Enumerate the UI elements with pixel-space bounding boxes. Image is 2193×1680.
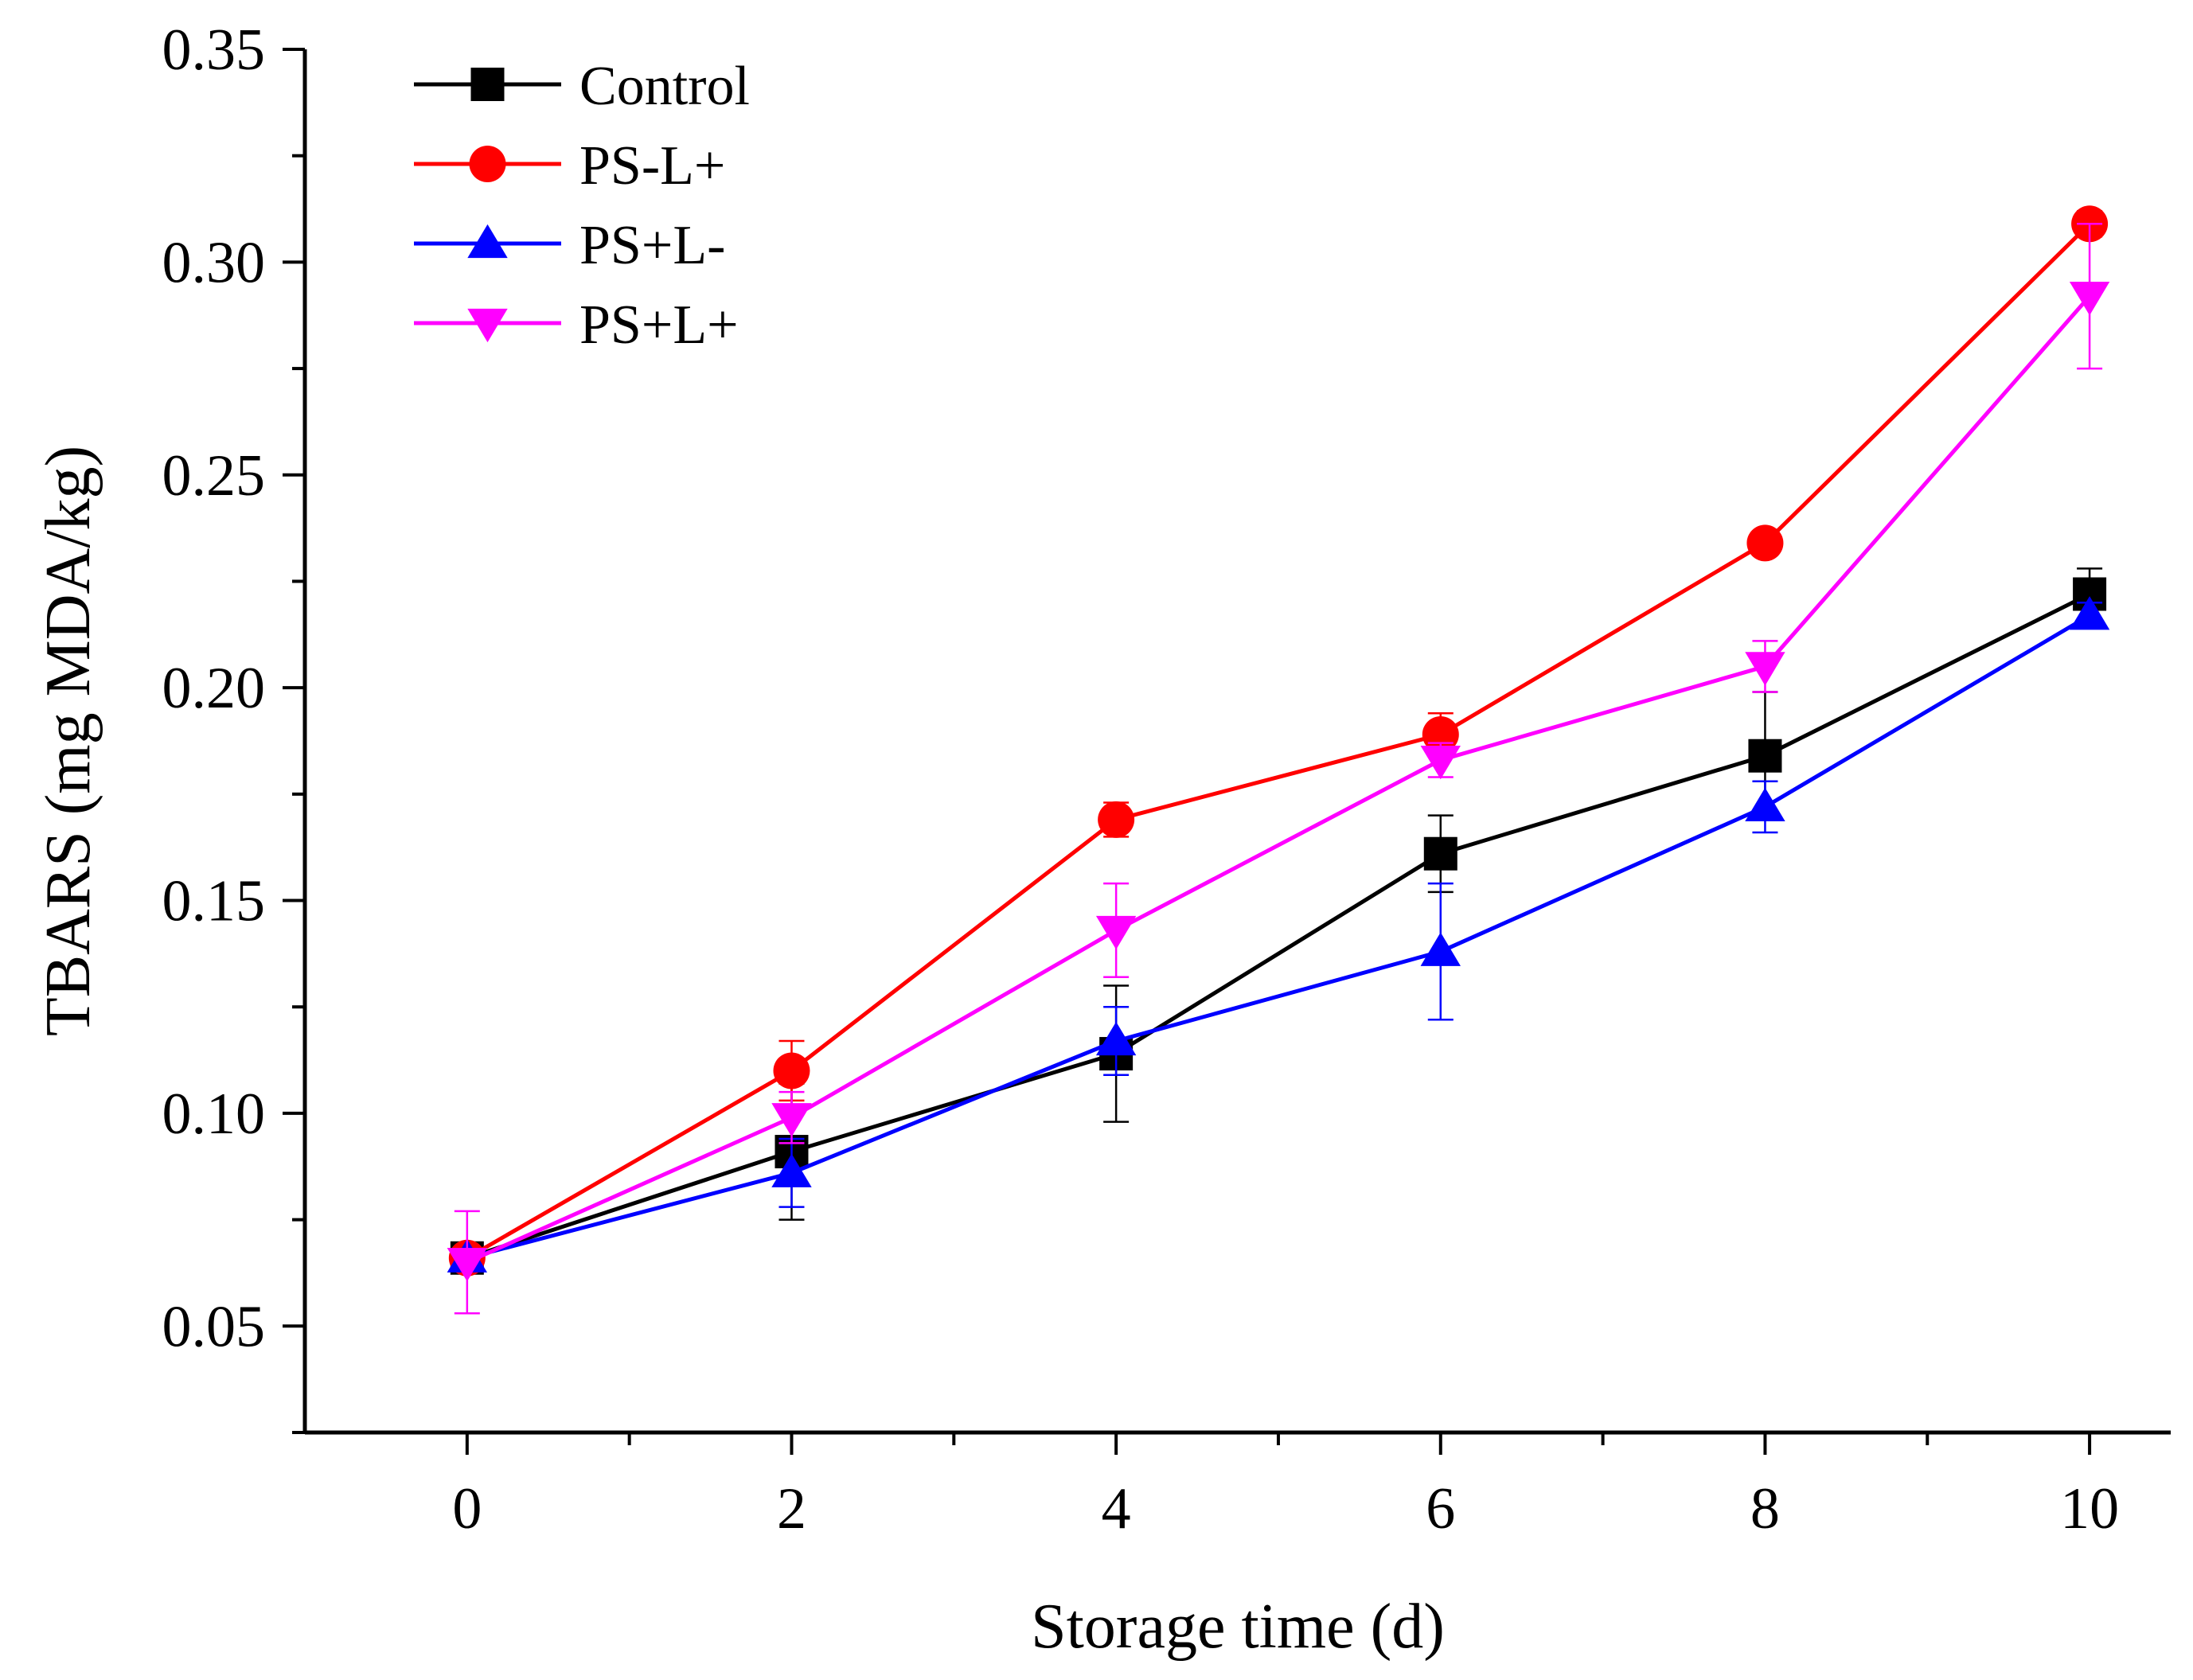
legend: Control PS-L+ PS+L- PS+L+ xyxy=(414,56,750,356)
legend-marker xyxy=(467,224,508,259)
data-point xyxy=(2069,282,2110,316)
data-point xyxy=(1745,652,1785,686)
axes: 0 2 4 6 8 10 0.05 0.10 0.15 0.20 0.25 0.30 0.35 xyxy=(162,18,2171,1542)
series-ps-l- xyxy=(447,223,2110,1315)
legend-item: PS-L+ xyxy=(414,135,725,197)
data-point xyxy=(1420,745,1461,780)
series-line xyxy=(466,222,2091,1260)
legend-label: Control xyxy=(579,56,750,117)
x-tick-label: 4 xyxy=(1102,1476,1131,1542)
x-axis-title: Storage time (d) xyxy=(1031,1592,1445,1662)
data-point xyxy=(771,1103,812,1137)
data-point xyxy=(1420,932,1461,966)
data-point xyxy=(2069,596,2110,630)
series-line xyxy=(466,592,2091,1261)
y-tick-label: 0.20 xyxy=(162,656,266,721)
legend-item: Control xyxy=(414,56,750,117)
y-tick-label: 0.15 xyxy=(162,869,266,934)
x-tick-label: 2 xyxy=(777,1476,806,1542)
data-point xyxy=(1423,836,1457,871)
legend-label: PS+L+ xyxy=(579,294,739,356)
y-axis-title: TBARS (mg MDA/kg) xyxy=(33,446,103,1036)
y-tick-label: 0.10 xyxy=(162,1082,266,1147)
legend-label: PS-L+ xyxy=(579,135,725,197)
legend-marker xyxy=(467,308,508,343)
legend-item: PS+L+ xyxy=(414,294,739,356)
series-line xyxy=(466,294,2091,1265)
legend-marker xyxy=(470,68,505,101)
data-point xyxy=(447,1247,488,1282)
x-tick-label: 6 xyxy=(1426,1476,1455,1542)
y-tick-label: 0.25 xyxy=(162,443,266,509)
y-tick-label: 0.35 xyxy=(162,18,266,83)
data-point xyxy=(1095,1021,1137,1056)
data-point xyxy=(1095,915,1137,950)
legend-marker xyxy=(469,146,506,182)
data-point xyxy=(1745,787,1785,822)
series-line xyxy=(466,614,2091,1261)
legend-label: PS+L- xyxy=(579,215,725,276)
legend-item: PS+L- xyxy=(414,215,725,276)
series-group xyxy=(447,205,2110,1315)
series-ps-l- xyxy=(447,596,2110,1273)
y-tick-label: 0.30 xyxy=(162,230,266,295)
x-tick-label: 0 xyxy=(452,1476,482,1542)
data-point xyxy=(773,1052,810,1089)
data-point xyxy=(1748,739,1782,773)
x-tick-label: 8 xyxy=(1750,1476,1780,1542)
x-tick-label: 10 xyxy=(2060,1476,2119,1542)
y-tick-label: 0.05 xyxy=(162,1294,266,1359)
data-point xyxy=(771,1153,812,1187)
data-point xyxy=(1746,524,1784,562)
data-point xyxy=(1098,801,1135,838)
